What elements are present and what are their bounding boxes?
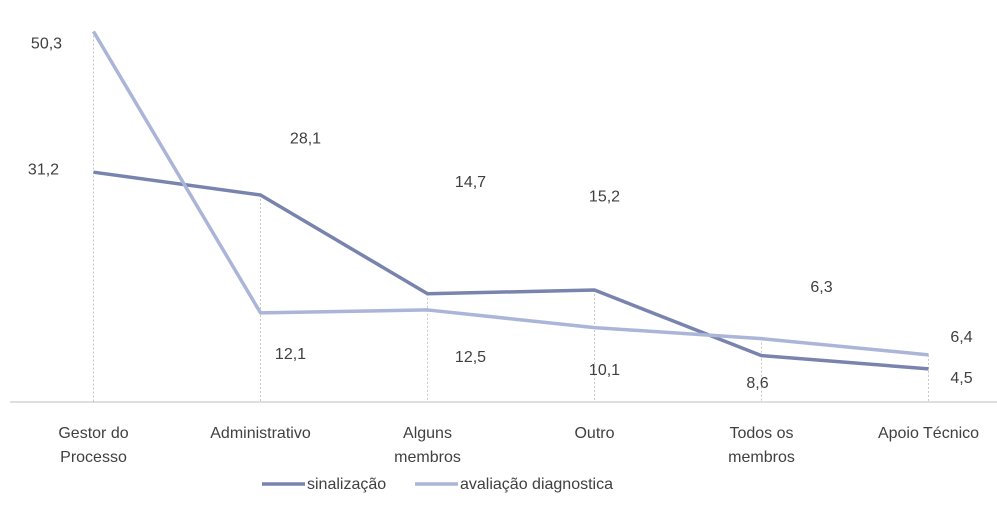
data-label: 12,5	[455, 349, 486, 366]
x-tick-label: Gestor do Processo	[58, 425, 129, 466]
x-tick-label: Outro	[574, 425, 615, 442]
data-label: 10,1	[589, 362, 620, 379]
data-label: 15,2	[589, 188, 620, 205]
data-label: 4,5	[950, 370, 972, 387]
data-label: 6,4	[950, 329, 972, 346]
series-line	[91, 30, 929, 357]
x-tick-label: Apoio Técnico	[877, 425, 980, 442]
data-label: 14,7	[455, 174, 486, 191]
data-label: 6,3	[810, 279, 832, 296]
x-tick-label: Alguns membros	[394, 425, 461, 466]
data-label: 50,3	[31, 36, 62, 53]
x-tick-label: Administrativo	[210, 425, 311, 442]
x-tick-label: Todos os membros	[728, 425, 795, 466]
legend-label: avaliação diagnostica	[460, 476, 613, 493]
data-label: 28,1	[290, 130, 321, 147]
series-line	[93, 170, 929, 371]
data-label: 31,2	[28, 161, 59, 178]
data-label: 8,6	[746, 375, 768, 392]
legend-label: sinalização	[307, 476, 386, 493]
data-label: 12,1	[275, 346, 306, 363]
